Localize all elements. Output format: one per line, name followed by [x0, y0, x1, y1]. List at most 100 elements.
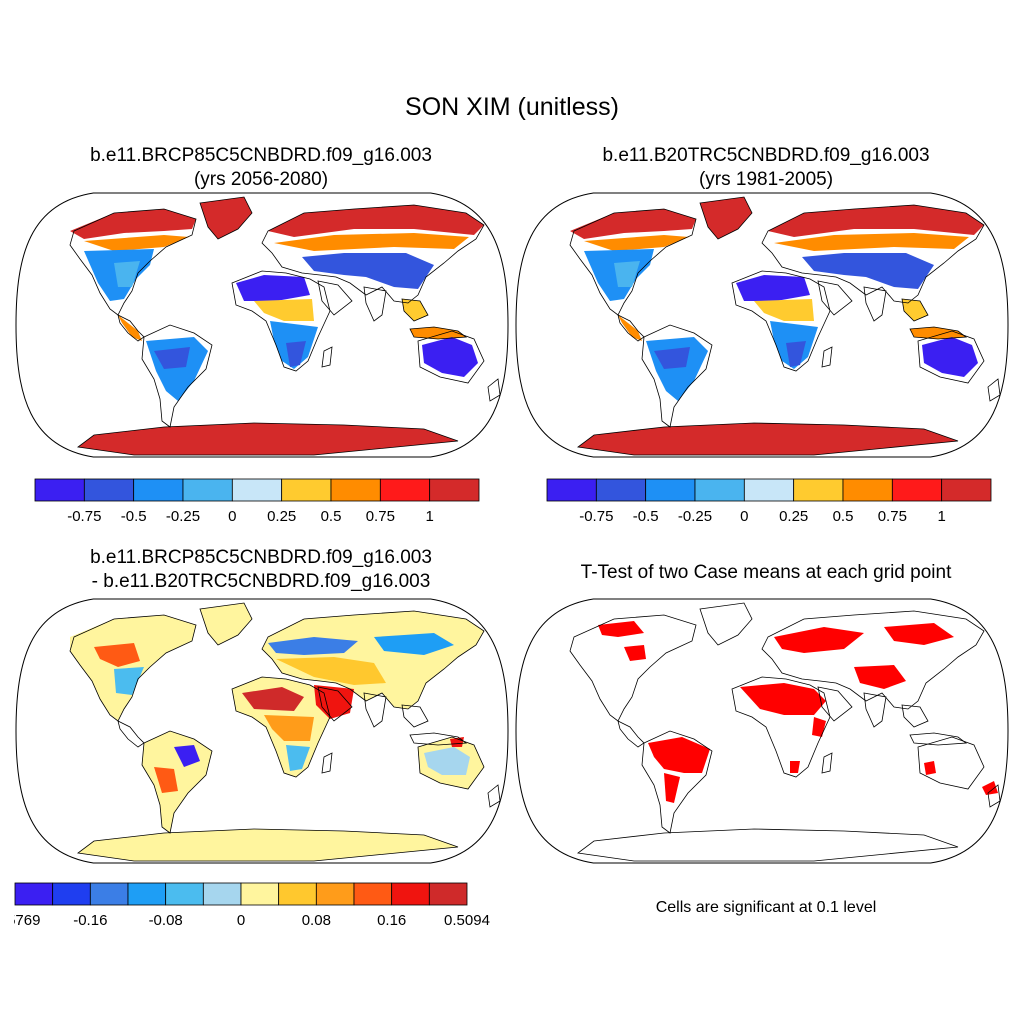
panel-3-colorbar-swatch	[428, 882, 468, 906]
panel-2-colorbar-swatch	[891, 478, 943, 502]
panel-1-field-region	[254, 299, 314, 321]
coastline-africa	[231, 270, 331, 372]
panel-2-field-region	[774, 233, 969, 251]
panel-1-field-region	[146, 337, 208, 401]
panel-2-colorbar-swatch	[842, 478, 893, 502]
panel-2-colorbar-tick-label: 0.5	[833, 508, 854, 525]
coastline-centralAmerica	[117, 720, 145, 748]
panel-4-field-region	[664, 773, 680, 803]
panel-3-colorbar-tick-label: 0.16	[377, 912, 406, 929]
coastline-greenland	[699, 196, 753, 240]
coastline-antarctica	[576, 422, 959, 456]
panel-3-colorbar-swatch	[14, 882, 54, 906]
coastline-seAsia	[401, 704, 429, 728]
panel-3-colorbar-swatch	[89, 882, 129, 906]
panel-1-colorbar-tick-label: 0.75	[366, 508, 395, 525]
panel-1-colorbar-tick-label: 0.25	[267, 508, 296, 525]
panel-2-title-line1: b.e11.B20TRC5CNBDRD.f09_g16.003	[602, 145, 930, 166]
coastline-antarctica	[76, 828, 459, 862]
panel-3-field-region	[268, 637, 358, 655]
panel-3-field-region	[114, 667, 144, 695]
panel-3-colorbar-tick-label: -0.08	[149, 912, 183, 929]
panel-4-map-frame	[515, 598, 1009, 864]
panel-4-field-region	[884, 623, 954, 645]
panel-2-field-region	[768, 205, 984, 237]
panel-3-colorbar-swatch	[202, 882, 242, 906]
panel-2-colorbar-tick-label: -0.75	[579, 508, 613, 525]
panel-1-field-region	[154, 347, 190, 369]
panel-3-field-region	[424, 747, 470, 775]
panel-1-colorbar-swatch	[133, 478, 184, 502]
panel-3-title: b.e11.BRCP85C5CNBDRD.f09_g16.003 - b.e11…	[16, 546, 506, 594]
panel-1-field-region	[70, 209, 196, 239]
panel-2-colorbar-swatch	[743, 478, 795, 502]
coastline-australia	[917, 330, 985, 384]
panel-3-field-region	[276, 657, 386, 685]
panel-1-colorbar-tick-label: 0	[228, 508, 236, 525]
coastline-madagascar	[321, 346, 333, 368]
panel-2-field-region	[578, 423, 958, 455]
panel-2-field-region	[922, 337, 978, 377]
panel-4-field-region	[790, 761, 800, 773]
coastline-arabia	[817, 280, 853, 316]
coastline-northAmerica	[569, 208, 697, 316]
panel-2-field-region	[570, 209, 696, 239]
panel-3-colorbar-tick-label: 0	[237, 912, 245, 929]
coastline-greenland	[199, 602, 253, 646]
panel-1-colorbar-tick-label: -0.75	[67, 508, 101, 525]
panel-3-colorbar-tick-label: 0.5094	[444, 912, 490, 929]
coastline-eurasia	[261, 204, 485, 304]
panel-1-colorbar: -0.75 -0.5 -0.25 0 0.25 0.5 0.75 1	[34, 478, 480, 525]
panel-1-colorbar-swatch	[429, 478, 480, 502]
panel-3-field-region	[286, 745, 310, 771]
coastline-nz	[987, 378, 1001, 402]
panel-2-field-region	[584, 235, 689, 251]
panel-4-field-region	[624, 645, 646, 661]
panel-2-colorbar-tick-label: 0	[740, 508, 748, 525]
panel-2-colorbar-swatch	[645, 478, 696, 502]
coastline-seAsia	[901, 298, 929, 322]
coastline-nz	[487, 784, 501, 808]
panel-3-field-region	[450, 737, 464, 747]
coastline-arabia	[317, 686, 353, 722]
panel-1-colorbar-swatch	[182, 478, 233, 502]
panel-3-field-region	[78, 829, 458, 861]
coastline-africa	[231, 676, 331, 778]
panel-1-field-region	[118, 315, 142, 341]
coastline-india	[363, 692, 387, 728]
panel-4-field-region	[854, 665, 906, 689]
panel-1-field-region	[84, 235, 189, 251]
panel-2-map	[515, 192, 1009, 458]
panel-2-colorbar-tick-label: 0.75	[878, 508, 907, 525]
figure-title: SON XIM (unitless)	[405, 93, 619, 121]
panel-3-map-frame	[15, 598, 509, 864]
panel-3-colorbar-tick-label: 0.08	[302, 912, 331, 929]
panel-2-colorbar-swatch	[793, 478, 844, 502]
panel-1-field-region	[302, 253, 434, 289]
panel-2-field-region	[736, 275, 810, 301]
panel-2-colorbar-swatch	[546, 478, 597, 502]
panel-2-map-frame	[515, 192, 1009, 458]
coastline-seAsia	[901, 704, 929, 728]
coastline-australia	[417, 736, 485, 790]
panel-2-title: b.e11.B20TRC5CNBDRD.f09_g16.003 (yrs 198…	[516, 144, 1016, 192]
coastline-centralAmerica	[617, 314, 645, 342]
panel-3-field-region	[94, 643, 140, 667]
panel-4-field-region	[982, 781, 998, 795]
coastline-indonesia	[409, 732, 468, 746]
panel-4-field-region	[774, 627, 864, 653]
panel-3-field-region	[154, 767, 178, 793]
coastline-southAmerica	[141, 730, 213, 834]
panel-3-colorbar-swatch	[240, 882, 280, 906]
panel-2-colorbar-swatch	[694, 478, 745, 502]
panel-4-title: T-Test of two Case means at each grid po…	[580, 562, 952, 583]
panel-3-colorbar-swatch	[391, 882, 430, 906]
panel-3-title-line1: b.e11.BRCP85C5CNBDRD.f09_g16.003	[90, 547, 432, 568]
panel-2-field-region	[786, 341, 806, 367]
panel-4-field-region	[648, 737, 710, 773]
coastline-arabia	[817, 686, 853, 722]
coastline-northAmerica	[69, 614, 197, 722]
panel-2-field-region	[654, 347, 690, 369]
panel-1-colorbar-swatch	[83, 478, 135, 502]
panel-2-field	[569, 196, 1001, 456]
